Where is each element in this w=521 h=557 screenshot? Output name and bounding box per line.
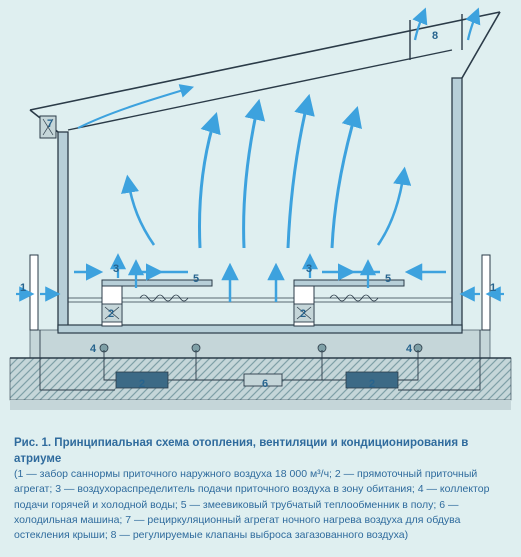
- label-4l: 4: [90, 343, 96, 355]
- schematic-svg: [0, 0, 521, 425]
- caption-legend: (1 — забор саннормы приточного наружного…: [14, 467, 507, 543]
- label-2d: 2: [369, 378, 375, 390]
- figure-caption: Рис. 1. Принципиальная схема отопления, …: [0, 425, 521, 557]
- label-3l: 3: [113, 263, 119, 275]
- label-2b: 2: [300, 308, 306, 320]
- diagram: 8 7 1 1 3 5 3 5 2 2 4 4 2 6 2: [0, 0, 521, 425]
- label-2c: 2: [139, 378, 145, 390]
- label-1l: 1: [20, 282, 26, 294]
- label-5l: 5: [193, 273, 199, 285]
- label-6: 6: [262, 378, 268, 390]
- label-4r: 4: [406, 343, 412, 355]
- figure-container: 8 7 1 1 3 5 3 5 2 2 4 4 2 6 2 Рис. 1. Пр…: [0, 0, 521, 557]
- label-1r: 1: [490, 282, 496, 294]
- label-2a: 2: [108, 308, 114, 320]
- label-5r: 5: [385, 273, 391, 285]
- label-8: 8: [432, 30, 438, 42]
- label-7: 7: [47, 118, 53, 130]
- label-3r: 3: [306, 263, 312, 275]
- caption-title: Рис. 1. Принципиальная схема отопления, …: [14, 435, 507, 467]
